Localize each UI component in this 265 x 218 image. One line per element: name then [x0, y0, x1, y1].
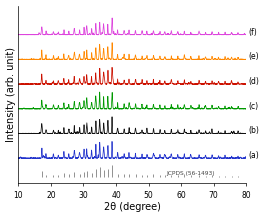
Text: (e): (e): [249, 52, 259, 61]
Y-axis label: Intensity (arb. unit): Intensity (arb. unit): [6, 47, 16, 142]
Text: (b): (b): [249, 126, 260, 135]
Text: (f): (f): [249, 27, 258, 37]
X-axis label: 2θ (degree): 2θ (degree): [104, 203, 161, 213]
Text: (c): (c): [249, 102, 259, 111]
Text: (d): (d): [249, 77, 260, 86]
Text: JCPDS (56-1493): JCPDS (56-1493): [166, 171, 215, 176]
Text: (a): (a): [249, 151, 260, 160]
